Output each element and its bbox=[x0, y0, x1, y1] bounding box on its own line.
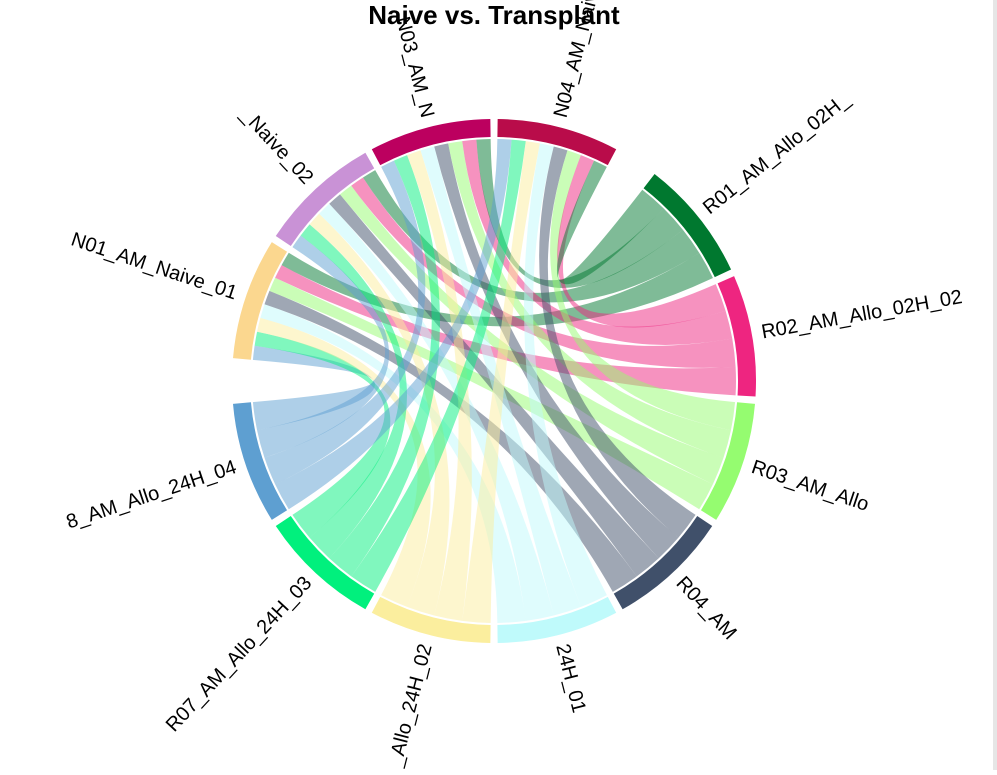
sector-label-4: R01_AM_Allo_02H_ bbox=[699, 88, 855, 219]
chord-link-31 bbox=[556, 160, 664, 285]
sector-label-5: R02_AM_Allo_02H_02 bbox=[760, 286, 964, 343]
sector-label-8: 24H_01 bbox=[551, 642, 590, 715]
chord-link-13 bbox=[339, 185, 724, 485]
sector-arc-8 bbox=[497, 596, 617, 643]
sector-arc-11 bbox=[232, 402, 288, 520]
links-layer bbox=[252, 139, 736, 623]
sector-arc-6 bbox=[700, 402, 756, 520]
chord-link-30 bbox=[557, 155, 726, 328]
sector-arc-7 bbox=[613, 516, 713, 610]
chord-link-14 bbox=[351, 177, 736, 368]
chord-link-27 bbox=[524, 143, 607, 607]
chord-link-4 bbox=[264, 290, 637, 592]
sector-arc-0 bbox=[232, 242, 288, 360]
chord-link-20 bbox=[434, 143, 679, 559]
chord-link-9 bbox=[300, 224, 407, 559]
chord-link-29 bbox=[550, 150, 736, 431]
chord-link-3 bbox=[260, 304, 526, 623]
chord-link-1 bbox=[254, 331, 391, 538]
chord-link-11 bbox=[319, 203, 554, 621]
sector-arc-5 bbox=[717, 276, 756, 397]
sectors-layer bbox=[232, 119, 756, 643]
sector-arc-1 bbox=[275, 152, 375, 246]
window-edge bbox=[993, 0, 997, 770]
sector-label-9: _Allo_24H_02 bbox=[384, 642, 437, 770]
chord-link-10 bbox=[309, 213, 450, 616]
chart-title: Naive vs. Transplant bbox=[368, 0, 620, 30]
chord-link-8 bbox=[257, 235, 390, 458]
chord-link-5 bbox=[269, 277, 713, 510]
chord-link-26 bbox=[462, 141, 540, 623]
sector-label-7: R04_AM bbox=[672, 572, 741, 644]
sector-label-2: N03_AM_N bbox=[391, 14, 438, 120]
chord-link-25 bbox=[351, 139, 526, 592]
sector-label-6: R03_AM_Allo bbox=[749, 456, 872, 516]
sector-arc-10 bbox=[275, 516, 375, 610]
sector-arc-2 bbox=[371, 119, 491, 166]
chord-link-17 bbox=[329, 155, 440, 577]
chord-link-28 bbox=[539, 146, 696, 538]
sector-arc-4 bbox=[643, 173, 732, 278]
sector-arc-9 bbox=[371, 596, 491, 643]
chord-link-6 bbox=[275, 265, 736, 396]
sector-arc-3 bbox=[497, 119, 617, 166]
chord-link-21 bbox=[448, 141, 731, 458]
sector-label-11: 8_AM_Allo_24H_04 bbox=[64, 456, 240, 533]
sector-label-1: _Naive_02 bbox=[236, 103, 318, 189]
chord-link-18 bbox=[407, 150, 472, 621]
sector-label-10: R07_AM_Allo_24H_03 bbox=[162, 572, 317, 736]
sector-label-0: N01_AM_Naive_01 bbox=[68, 229, 239, 305]
chord-link-23 bbox=[476, 139, 683, 288]
